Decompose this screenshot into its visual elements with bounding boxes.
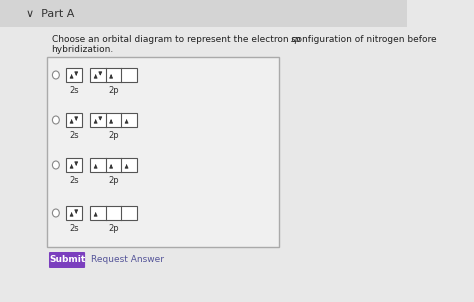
Text: Request Answer: Request Answer (91, 255, 164, 265)
Bar (66, 68, 82, 82)
Bar (90, 206, 137, 220)
FancyBboxPatch shape (49, 252, 85, 268)
Text: 2s: 2s (69, 176, 79, 185)
FancyBboxPatch shape (0, 0, 407, 27)
Bar (66, 113, 82, 127)
Circle shape (53, 161, 59, 169)
Text: 2s: 2s (69, 224, 79, 233)
Circle shape (53, 116, 59, 124)
Text: 2p: 2p (108, 224, 119, 233)
Text: Submit: Submit (49, 255, 85, 265)
Bar (90, 68, 137, 82)
Text: 2p: 2p (108, 131, 119, 140)
Bar (90, 158, 137, 172)
Bar (66, 158, 82, 172)
Bar (66, 206, 82, 220)
Text: hybridization.: hybridization. (52, 44, 114, 53)
Text: sp: sp (291, 34, 301, 43)
Circle shape (53, 71, 59, 79)
Circle shape (53, 209, 59, 217)
Text: 2p: 2p (108, 86, 119, 95)
Text: ∨  Part A: ∨ Part A (26, 9, 74, 19)
Text: 2p: 2p (108, 176, 119, 185)
Text: 2s: 2s (69, 86, 79, 95)
Bar (90, 113, 137, 127)
Text: 2s: 2s (69, 131, 79, 140)
FancyBboxPatch shape (47, 57, 279, 247)
Text: Choose an orbital diagram to represent the electron configuration of nitrogen be: Choose an orbital diagram to represent t… (52, 34, 439, 43)
